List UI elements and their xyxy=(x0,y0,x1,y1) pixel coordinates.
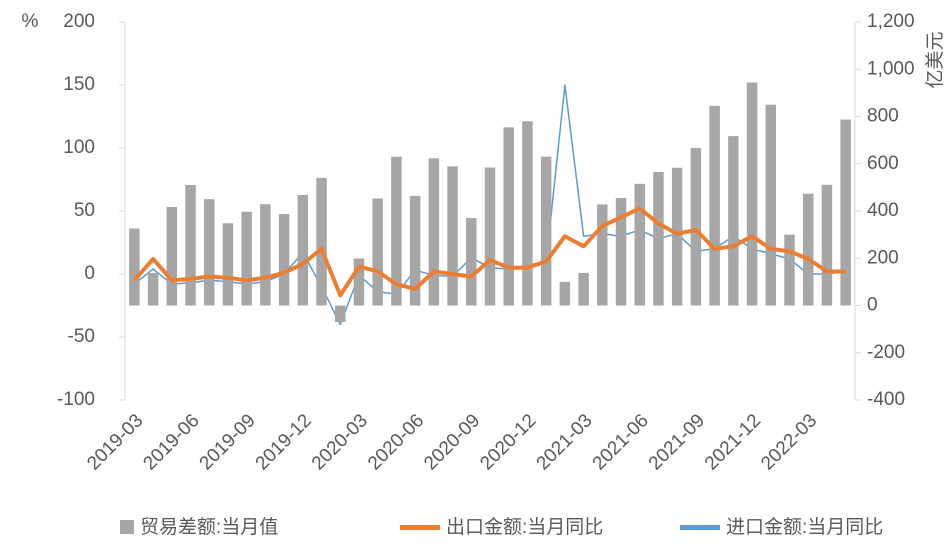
bar xyxy=(372,198,383,306)
bar xyxy=(166,206,178,306)
bar xyxy=(821,184,833,306)
bar xyxy=(840,119,851,306)
bar xyxy=(746,82,758,306)
x-tick-label: 2020-06 xyxy=(364,410,428,474)
bar xyxy=(185,185,196,306)
bar xyxy=(484,167,496,306)
bar xyxy=(578,272,589,306)
bar xyxy=(260,204,271,306)
bar xyxy=(503,127,514,306)
legend-swatch xyxy=(680,525,720,530)
legend-swatch xyxy=(120,520,134,534)
bar xyxy=(278,214,290,306)
y2-tick-label: 0 xyxy=(867,295,878,316)
bar xyxy=(784,234,795,306)
bar xyxy=(653,172,664,306)
x-tick-label: 2020-12 xyxy=(476,410,540,474)
y2-tick-label: 1,200 xyxy=(867,11,915,32)
bar xyxy=(522,121,533,306)
bar xyxy=(540,156,552,306)
y2-tick-label: -400 xyxy=(867,389,905,410)
bar xyxy=(728,136,739,306)
legend-label: 贸易差额:当月值 xyxy=(140,516,278,538)
y2-tick-label: 600 xyxy=(867,153,899,174)
x-tick-label: 2019-06 xyxy=(139,410,203,474)
y2-tick-label: 1,000 xyxy=(867,58,915,79)
bar xyxy=(802,193,814,306)
y-tick-label: -100 xyxy=(57,389,95,410)
x-tick-label: 2021-09 xyxy=(645,410,709,474)
y-tick-label: 50 xyxy=(74,200,95,221)
bar xyxy=(765,104,777,306)
x-tick-label: 2021-06 xyxy=(589,410,653,474)
y-tick-label: 0 xyxy=(84,263,95,284)
bar xyxy=(353,258,365,306)
x-tick-label: 2019-12 xyxy=(252,410,316,474)
y-tick-label: 100 xyxy=(63,137,95,158)
y2-tick-label: -200 xyxy=(867,342,905,363)
y2-tick-label: 800 xyxy=(867,106,899,127)
y-axis-label: % xyxy=(22,11,39,32)
bar xyxy=(391,156,402,306)
bar xyxy=(203,199,215,306)
bar xyxy=(129,228,140,306)
bar xyxy=(615,198,627,306)
bar xyxy=(559,281,571,306)
bar xyxy=(690,147,702,306)
legend-label: 出口金额:当月同比 xyxy=(446,516,603,538)
bar xyxy=(335,305,346,323)
line xyxy=(132,206,846,298)
bar xyxy=(316,177,327,306)
legend: 贸易差额:当月值 出口金额:当月同比 进口金额:当月同比 xyxy=(120,516,883,538)
x-tick-label: 2020-09 xyxy=(420,410,484,474)
x-tick-label: 2019-03 xyxy=(83,410,147,474)
bar xyxy=(597,204,608,306)
y2-tick-label: 200 xyxy=(867,247,899,268)
bar xyxy=(147,272,159,306)
bar xyxy=(409,195,421,306)
x-tick-label: 2021-12 xyxy=(701,410,765,474)
y-tick-label: -50 xyxy=(68,326,95,347)
bar xyxy=(297,194,309,306)
y2-tick-label: 400 xyxy=(867,200,899,221)
bar xyxy=(447,166,458,306)
x-tick-label: 2021-03 xyxy=(533,410,597,474)
legend-swatch xyxy=(400,525,440,530)
x-tick-label: 2020-03 xyxy=(308,410,372,474)
y-tick-label: 200 xyxy=(63,11,95,32)
y-tick-label: 150 xyxy=(63,74,95,95)
bar xyxy=(428,158,440,306)
legend-label: 进口金额:当月同比 xyxy=(726,516,883,538)
x-tick-label: 2019-09 xyxy=(196,410,260,474)
bar xyxy=(634,183,645,306)
x-tick-label: 2022-03 xyxy=(757,410,821,474)
bar xyxy=(222,223,234,306)
bar xyxy=(466,218,477,306)
bar xyxy=(671,167,683,306)
bar xyxy=(709,105,720,306)
y2-axis-label: 亿美元 xyxy=(924,31,946,88)
bar xyxy=(241,211,252,306)
